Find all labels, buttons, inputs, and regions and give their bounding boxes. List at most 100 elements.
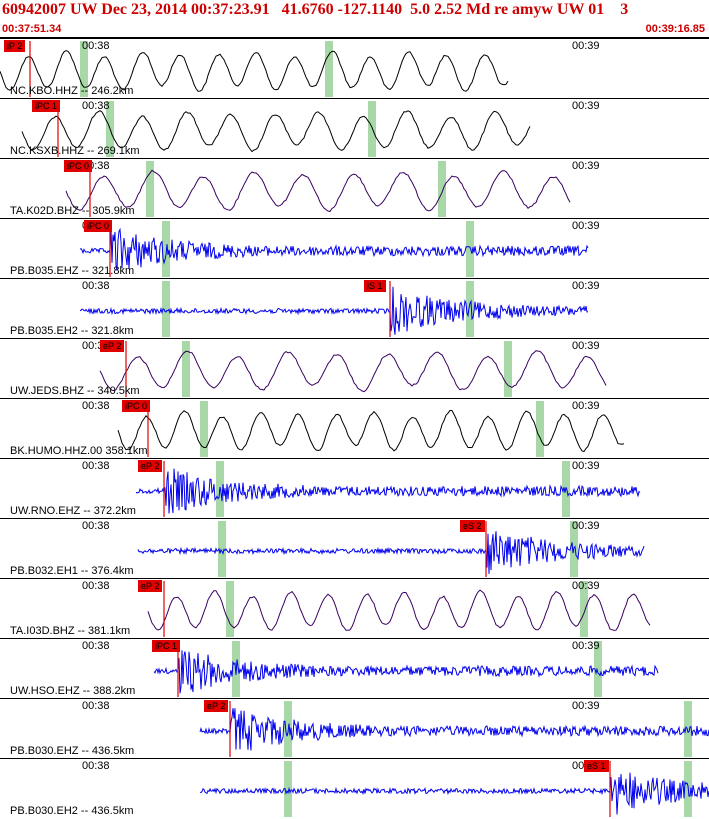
waveform-trace [79, 227, 589, 271]
phase-window-band [504, 341, 512, 397]
phase-pick-marker[interactable]: eS 1 [584, 760, 609, 772]
phase-pick-marker[interactable]: eP 2 [204, 700, 229, 712]
waveform-plot [199, 701, 709, 757]
time-tick-label: 00:38 [82, 280, 110, 292]
trace-panel[interactable]: 00:38 00:39 eP 2 PB.B030.EHZ -- 436.5km [0, 698, 709, 758]
waveform-trace [199, 772, 709, 815]
phase-pick-marker[interactable]: iPC 1 [152, 640, 181, 652]
trace-panels: 00:38 00:39 iP 2 NC.KBO.HHZ -- 246.2km 00:38… [0, 38, 709, 818]
waveform-plot [79, 281, 588, 337]
waveform-trace [79, 286, 588, 335]
time-tick-label: 00:39 [572, 580, 600, 592]
time-tick-label: 00:38 [82, 460, 110, 472]
phase-window-band [684, 701, 692, 757]
channel-label: BK.HUMO.HHZ.00 358.1km [10, 445, 148, 457]
waveform-plot [0, 41, 509, 97]
channel-label: UW.RNO.EHZ -- 372.2km [10, 505, 136, 517]
trace-panel[interactable]: 00:38 00:39 iPC 0 TA.K02D.BHZ -- 305.9km [0, 158, 709, 218]
channel-label: PB.B035.EHZ -- 321.8km [10, 265, 135, 277]
phase-window-band [466, 221, 474, 277]
time-tick-label: 00:39 [572, 700, 600, 712]
phase-pick-marker[interactable]: eP 2 [138, 580, 163, 592]
trace-panel[interactable]: 00:38 00:39 iPC 1 NC.KSXB.HHZ -- 269.1km [0, 98, 709, 158]
phase-window-band [325, 41, 333, 97]
trace-panel[interactable]: 00:38 00:39 iP 2 NC.KBO.HHZ -- 246.2km [0, 38, 709, 98]
channel-label: NC.KBO.HHZ -- 246.2km [10, 85, 134, 97]
time-tick-label: 00:39 [572, 640, 600, 652]
waveform-plot [147, 581, 651, 637]
phase-pick-marker[interactable]: iS 1 [364, 280, 386, 292]
time-tick-label: 00:39 [572, 160, 600, 172]
waveform-trace [21, 110, 531, 153]
phase-window-band [438, 161, 446, 217]
phase-pick-marker[interactable]: eP 2 [138, 460, 163, 472]
phase-window-band [162, 221, 170, 277]
channel-label: PB.B035.EH2 -- 321.8km [10, 325, 134, 337]
phase-window-band [226, 581, 234, 637]
channel-label: TA.I03D.BHZ -- 381.1km [10, 625, 131, 637]
time-tick-label: 00:38 [82, 640, 110, 652]
waveform-plot [99, 341, 607, 397]
phase-window-band [284, 761, 292, 817]
start-time: 00:37:51.34 [2, 23, 62, 35]
waveform-plot [199, 761, 709, 817]
phase-window-band [80, 41, 88, 97]
phase-pick-marker[interactable]: eP 2 [100, 340, 125, 352]
time-tick-label: 00:38 [82, 580, 110, 592]
end-time: 00:39:16.85 [645, 23, 705, 35]
channel-label: PB.B032.EH1 -- 376.4km [10, 565, 134, 577]
channel-label: PB.B030.EHZ -- 436.5km [10, 745, 135, 757]
phase-window-band [594, 641, 602, 697]
time-tick-label: 00:38 [82, 520, 110, 532]
trace-panel[interactable]: 00:38 00:39 eP 2 TA.I03D.BHZ -- 381.1km [0, 578, 709, 638]
phase-window-band [368, 101, 376, 157]
phase-window-band [218, 521, 226, 577]
phase-pick-marker[interactable]: iPC 1 [32, 100, 61, 112]
time-tick-label: 00:39 [572, 220, 600, 232]
channel-label: PB.B030.EH2 -- 436.5km [10, 805, 134, 817]
time-tick-label: 00:38 [82, 100, 110, 112]
channel-label: UW.HSO.EHZ -- 388.2km [10, 685, 136, 697]
trace-panel[interactable]: 00:38 00:39 iPC 0 BK.HUMO.HHZ.00 358.1km [0, 398, 709, 458]
phase-window-band [146, 161, 154, 217]
channel-label: TA.K02D.BHZ -- 305.9km [10, 205, 135, 217]
phase-pick-marker[interactable]: eS 2 [460, 520, 485, 532]
waveform-trace [147, 589, 651, 631]
trace-panel[interactable]: 00:38 00:39 eS 2 PB.B032.EH1 -- 376.4km [0, 518, 709, 578]
waveform-trace [0, 50, 509, 92]
waveform-trace [153, 650, 659, 694]
phase-window-band [162, 281, 170, 337]
time-tick-label: 00:38 [82, 400, 110, 412]
waveform-trace [137, 531, 645, 574]
time-tick-label: 00:39 [572, 40, 600, 52]
time-tick-label: 00:38 [82, 760, 110, 772]
trace-panel[interactable]: 00:38 00:39 eP 2 UW.JEDS.BHZ -- 340.5km [0, 338, 709, 398]
phase-window-band [580, 581, 588, 637]
phase-window-band [536, 401, 544, 457]
trace-panel[interactable]: 00:38 00:39 iS 1 PB.B035.EH2 -- 321.8km [0, 278, 709, 338]
channel-label: NC.KSXB.HHZ -- 269.1km [10, 145, 140, 157]
phase-pick-marker[interactable]: iP 2 [4, 40, 26, 52]
time-tick-label: 00:38 [82, 40, 110, 52]
phase-pick-marker[interactable]: iPC 0 [122, 400, 151, 412]
channel-label: UW.JEDS.BHZ -- 340.5km [10, 385, 140, 397]
time-tick-label: 00:39 [572, 280, 600, 292]
phase-pick-marker[interactable]: iPC 0 [84, 220, 113, 232]
time-tick-label: 00:38 [82, 700, 110, 712]
seismogram-header: 60942007 UW Dec 23, 2014 00:37:23.91 41.… [0, 0, 709, 38]
phase-pick-marker[interactable]: iPC 0 [64, 160, 93, 172]
waveform-trace [65, 169, 571, 213]
time-tick-label: 00:39 [572, 520, 600, 532]
phase-window-band [200, 401, 208, 457]
trace-panel[interactable]: 00:38 00:39 eP 2 UW.RNO.EHZ -- 372.2km [0, 458, 709, 518]
trace-panel[interactable]: 00:38 00:39 iPC 1 UW.HSO.EHZ -- 388.2km [0, 638, 709, 698]
waveform-plot [135, 461, 641, 517]
time-tick-label: 00:39 [572, 340, 600, 352]
waveform-trace [99, 350, 607, 393]
event-title: 60942007 UW Dec 23, 2014 00:37:23.91 41.… [2, 1, 629, 18]
waveform-plot [137, 521, 645, 577]
time-tick-label: 00:39 [572, 400, 600, 412]
waveform-trace [117, 409, 625, 453]
